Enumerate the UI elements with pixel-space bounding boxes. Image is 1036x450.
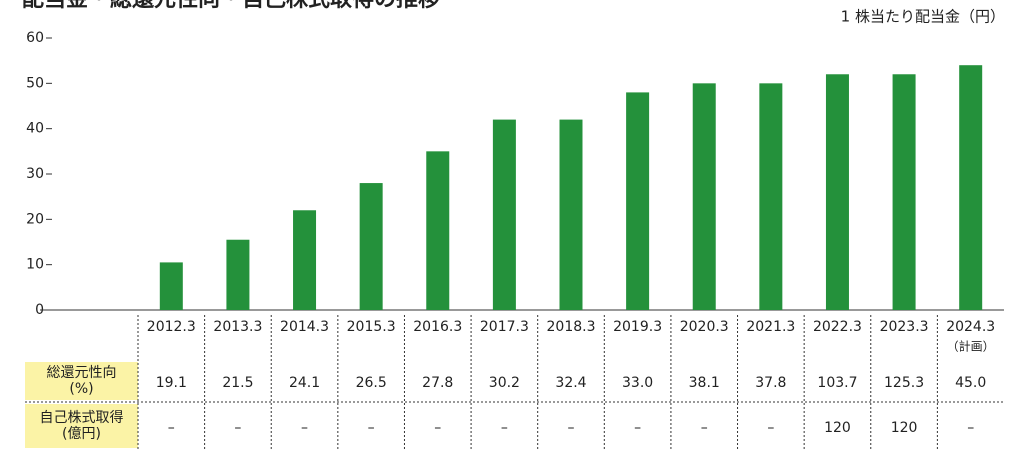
table-cell: – bbox=[967, 420, 974, 436]
x-tick-label: 2022.3 bbox=[813, 319, 862, 335]
row-label: 総還元性向 bbox=[47, 365, 117, 381]
row-label: (%) bbox=[69, 381, 93, 397]
table-cell: – bbox=[568, 420, 575, 436]
bar bbox=[626, 92, 650, 311]
x-tick-label: 2012.3 bbox=[147, 319, 196, 335]
y-tick-label: 20 bbox=[26, 211, 44, 227]
table-cell: – bbox=[767, 420, 774, 436]
x-tick-label: 2023.3 bbox=[880, 319, 929, 335]
table-cell: 38.1 bbox=[689, 375, 720, 391]
row-label: 自己株式取得 bbox=[40, 409, 124, 426]
table-cell: – bbox=[368, 420, 375, 436]
bar bbox=[892, 74, 916, 311]
table-cell: – bbox=[168, 420, 175, 436]
y-tick-label: 60 bbox=[26, 30, 44, 46]
table-cell: 37.8 bbox=[755, 375, 786, 391]
y-tick-label: 50 bbox=[26, 75, 44, 91]
table-cell: 19.1 bbox=[156, 375, 187, 391]
table-cell: – bbox=[501, 420, 508, 436]
table-cell: 26.5 bbox=[356, 375, 387, 391]
table-cell: 30.2 bbox=[489, 375, 520, 391]
table-cell: 125.3 bbox=[884, 375, 924, 391]
table-cell: – bbox=[701, 420, 708, 436]
x-tick-label: 2021.3 bbox=[746, 319, 795, 335]
x-tick-label: 2020.3 bbox=[680, 319, 729, 335]
bar bbox=[226, 239, 250, 310]
x-tick-label: 2016.3 bbox=[413, 319, 462, 335]
plan-label: （計画） bbox=[947, 339, 995, 354]
x-tick-label: 2013.3 bbox=[213, 319, 262, 335]
bar bbox=[159, 262, 183, 310]
x-tick-label: 2015.3 bbox=[347, 319, 396, 335]
table-cell: 33.0 bbox=[622, 375, 653, 391]
bar bbox=[293, 210, 317, 310]
x-tick-label: 2017.3 bbox=[480, 319, 529, 335]
x-tick-label: 2019.3 bbox=[613, 319, 662, 335]
table-cell: 45.0 bbox=[955, 375, 986, 391]
bar bbox=[759, 83, 783, 310]
table-cell: – bbox=[634, 420, 641, 436]
x-tick-label: 2024.3 bbox=[946, 319, 995, 335]
x-tick-label: 2014.3 bbox=[280, 319, 329, 335]
bar bbox=[692, 83, 716, 310]
y-tick-label: 30 bbox=[26, 166, 44, 182]
bar bbox=[492, 119, 516, 310]
table-cell: 24.1 bbox=[289, 375, 320, 391]
bar bbox=[959, 65, 983, 310]
y-tick-label: 40 bbox=[26, 121, 44, 137]
table-cell: 27.8 bbox=[422, 375, 453, 391]
table-cell: 120 bbox=[824, 420, 851, 436]
bar bbox=[825, 74, 849, 311]
chart-title: 配当金・総還元性向・自己株式取得の推移 bbox=[22, 0, 440, 12]
table-cell: – bbox=[434, 420, 441, 436]
bar bbox=[426, 151, 450, 310]
unit-label: 1 株当たり配当金（円） bbox=[841, 8, 1005, 26]
table-cell: 120 bbox=[891, 420, 918, 436]
bar bbox=[359, 183, 383, 310]
table-cell: – bbox=[301, 420, 308, 436]
x-tick-label: 2018.3 bbox=[547, 319, 596, 335]
y-tick-label: 0 bbox=[35, 302, 44, 318]
table-cell: 32.4 bbox=[555, 375, 586, 391]
y-tick-label: 10 bbox=[26, 257, 44, 273]
row-label: (億円) bbox=[62, 426, 101, 442]
row-label-bg bbox=[25, 362, 138, 400]
bar bbox=[559, 119, 583, 310]
table-cell: 21.5 bbox=[222, 375, 253, 391]
table-cell: – bbox=[234, 420, 241, 436]
row-label-bg bbox=[25, 404, 138, 448]
table-cell: 103.7 bbox=[817, 375, 857, 391]
